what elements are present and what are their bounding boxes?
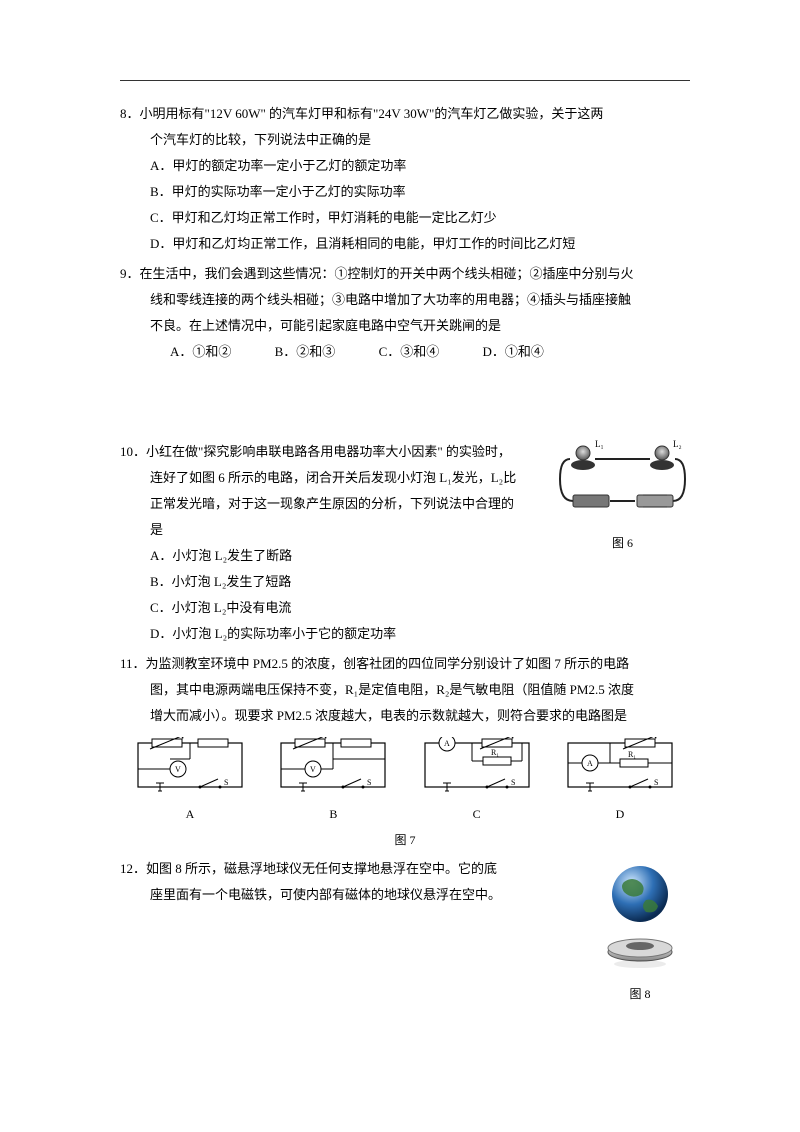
q12-text1: 如图 8 所示，磁悬浮地球仪无任何支撑地悬浮在空中。它的底: [146, 861, 497, 876]
question-10: L₁ L₂ 图 6 10．小红在做"探究影响串联电路各用电器功率大小因素" 的实…: [120, 439, 690, 647]
question-8: 8．小明用标有"12V 60W" 的汽车灯甲和标有"24V 30W"的汽车灯乙做…: [120, 101, 690, 257]
q10-number: 10．: [120, 444, 146, 459]
q8-option-a: A．甲灯的额定功率一定小于乙灯的额定功率: [120, 153, 690, 179]
svg-text:A: A: [587, 759, 593, 768]
circuit-a-label: A: [130, 802, 250, 826]
q11-stem-line2: 图，其中电源两端电压保持不变，R₁是定值电阻，R₂是气敏电阻（阻值随 PM2.5…: [120, 677, 690, 703]
q8-option-d: D．甲灯和乙灯均正常工作，且消耗相同的电能，甲灯工作的时间比乙灯短: [120, 231, 690, 257]
svg-text:R₁: R₁: [491, 748, 499, 757]
svg-text:S: S: [224, 778, 228, 787]
circuit-a: R₂ R₁ V S A: [130, 737, 250, 826]
q11-stem-line3: 增大而减小）。现要求 PM2.5 浓度越大，电表的示数就越大，则符合要求的电路图…: [120, 703, 690, 729]
circuit-b-label: B: [273, 802, 393, 826]
circuit-a-icon: R₂ R₁ V S: [130, 737, 250, 802]
svg-text:R₁: R₁: [628, 750, 636, 759]
question-9: 9．在生活中，我们会遇到这些情况：①控制灯的开关中两个线头相碰；②插座中分别与火…: [120, 261, 690, 365]
q9-stem-line2: 线和零线连接的两个线头相碰；③电路中增加了大功率的用电器；④插头与插座接触: [120, 287, 690, 313]
l1-label: L₁: [595, 439, 604, 449]
q8-stem-line1: 8．小明用标有"12V 60W" 的汽车灯甲和标有"24V 30W"的汽车灯乙做…: [120, 101, 690, 127]
circuit-b: R₂ R₁ V S: [273, 737, 393, 826]
q9-number: 9．: [120, 266, 140, 281]
q10-option-d: D．小灯泡 L₂的实际功率小于它的额定功率: [120, 621, 690, 647]
figure-6-caption: 图 6: [555, 531, 690, 555]
svg-text:S: S: [654, 778, 658, 787]
svg-text:S: S: [367, 778, 371, 787]
figure-6: L₁ L₂ 图 6: [555, 439, 690, 555]
figure-8-caption: 图 8: [590, 982, 690, 1006]
page: 8．小明用标有"12V 60W" 的汽车灯甲和标有"24V 30W"的汽车灯乙做…: [0, 0, 800, 1050]
q10-text1: 小红在做"探究影响串联电路各用电器功率大小因素" 的实验时，: [146, 444, 511, 459]
q12-number: 12．: [120, 861, 146, 876]
lamp-circuit-icon: L₁ L₂: [555, 439, 690, 519]
vertical-gap: [120, 369, 690, 439]
circuit-b-icon: R₂ R₁ V S: [273, 737, 393, 802]
globe-icon: [590, 860, 690, 970]
svg-text:V: V: [310, 765, 316, 774]
q9-option-b: B．②和③: [275, 339, 336, 365]
svg-text:V: V: [175, 765, 181, 774]
svg-text:S: S: [511, 778, 515, 787]
circuit-d-icon: R₂ A R₁: [560, 737, 680, 802]
circuit-d: R₂ A R₁: [560, 737, 680, 826]
q9-options: A．①和② B．②和③ C．③和④ D．①和④: [120, 339, 690, 365]
circuit-d-label: D: [560, 802, 680, 826]
q11-stem-line1: 11．为监测教室环境中 PM2.5 的浓度，创客社团的四位同学分别设计了如图 7…: [120, 651, 690, 677]
figure-7-row: R₂ R₁ V S A: [120, 737, 690, 826]
figure-8: 图 8: [590, 860, 690, 1006]
l2-label: L₂: [673, 439, 682, 449]
q9-stem-line3: 不良。在上述情况中，可能引起家庭电路中空气开关跳闸的是: [120, 313, 690, 339]
q9-option-d: D．①和④: [482, 339, 543, 365]
q8-number: 8．: [120, 106, 140, 121]
q8-text1: 小明用标有"12V 60W" 的汽车灯甲和标有"24V 30W"的汽车灯乙做实验…: [140, 106, 604, 121]
q8-option-c: C．甲灯和乙灯均正常工作时，甲灯消耗的电能一定比乙灯少: [120, 205, 690, 231]
circuit-c-label: C: [417, 802, 537, 826]
q10-option-b: B．小灯泡 L₂发生了短路: [120, 569, 690, 595]
question-11: 11．为监测教室环境中 PM2.5 的浓度，创客社团的四位同学分别设计了如图 7…: [120, 651, 690, 852]
q9-option-c: C．③和④: [379, 339, 440, 365]
circuit-c: A R₂ R₁: [417, 737, 537, 826]
svg-text:A: A: [444, 739, 450, 748]
q8-stem-line2: 个汽车灯的比较，下列说法中正确的是: [120, 127, 690, 153]
q9-text1: 在生活中，我们会遇到这些情况：①控制灯的开关中两个线头相碰；②插座中分别与火: [140, 266, 634, 281]
figure-7-caption: 图 7: [120, 828, 690, 852]
top-rule: [120, 80, 690, 81]
q8-option-b: B．甲灯的实际功率一定小于乙灯的实际功率: [120, 179, 690, 205]
q9-option-a: A．①和②: [170, 339, 231, 365]
q10-option-c: C．小灯泡 L₂中没有电流: [120, 595, 690, 621]
q11-text1: 为监测教室环境中 PM2.5 的浓度，创客社团的四位同学分别设计了如图 7 所示…: [146, 656, 630, 671]
q9-stem-line1: 9．在生活中，我们会遇到这些情况：①控制灯的开关中两个线头相碰；②插座中分别与火: [120, 261, 690, 287]
circuit-c-icon: A R₂ R₁: [417, 737, 537, 802]
q11-number: 11．: [120, 656, 146, 671]
question-12: 图 8 12．如图 8 所示，磁悬浮地球仪无任何支撑地悬浮在空中。它的底 座里面…: [120, 856, 690, 1006]
